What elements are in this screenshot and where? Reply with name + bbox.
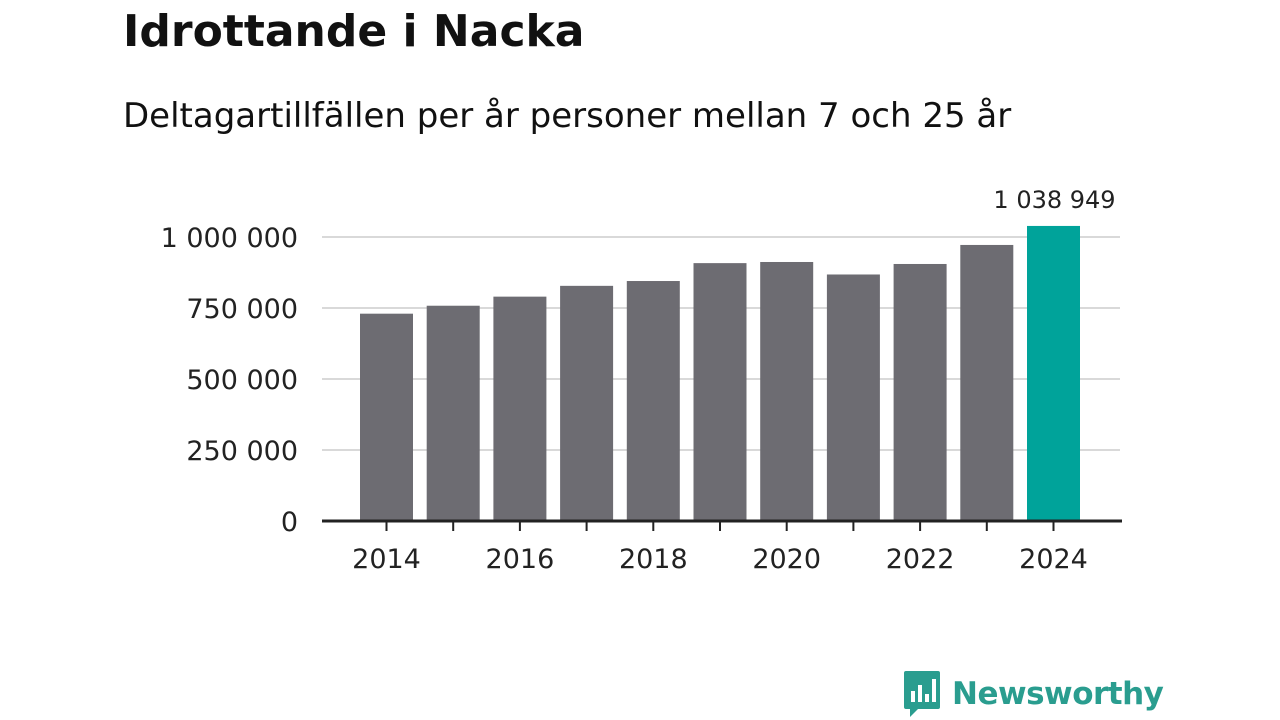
y-tick-label: 1 000 000 — [161, 223, 298, 254]
data-label: 1 038 949 — [993, 186, 1115, 214]
bar-chart: 0 250 000 500 000 750 000 1 000 000 2014 2016 2… — [161, 186, 1122, 575]
bar-2015 — [426, 305, 480, 521]
x-tick-label: 2018 — [619, 544, 688, 575]
x-tick-label: 2016 — [486, 544, 555, 575]
bars — [360, 225, 1080, 521]
y-tick-label: 250 000 — [186, 436, 298, 467]
bar-2020 — [760, 261, 814, 521]
y-tick-label: 0 — [281, 507, 298, 538]
bar-2023 — [960, 244, 1014, 521]
x-tick-label: 2022 — [886, 544, 955, 575]
newsworthy-logo-icon — [904, 671, 940, 717]
bar-2018 — [626, 281, 680, 521]
bar-2021 — [826, 274, 880, 521]
axes — [322, 519, 1122, 531]
x-tick-label: 2024 — [1019, 544, 1088, 575]
bar-2019 — [693, 263, 747, 521]
bar-2022 — [893, 263, 947, 521]
bar-2014 — [360, 313, 413, 521]
bar-2017 — [560, 285, 614, 521]
y-tick-label: 500 000 — [186, 365, 298, 396]
chart-subtitle: Deltagartillfällen per år personer mella… — [123, 96, 1012, 136]
brand-name: Newsworthy — [952, 676, 1164, 712]
bar-2016 — [493, 296, 547, 521]
labels: 0 250 000 500 000 750 000 1 000 000 2014 2016 2… — [161, 186, 1116, 575]
brand-logo: Newsworthy — [902, 668, 1164, 720]
x-tick-label: 2014 — [352, 544, 421, 575]
chart-title: Idrottande i Nacka — [123, 6, 585, 57]
x-tick-label: 2020 — [752, 544, 821, 575]
bar-2024 — [1027, 225, 1080, 521]
y-tick-label: 750 000 — [186, 294, 298, 325]
